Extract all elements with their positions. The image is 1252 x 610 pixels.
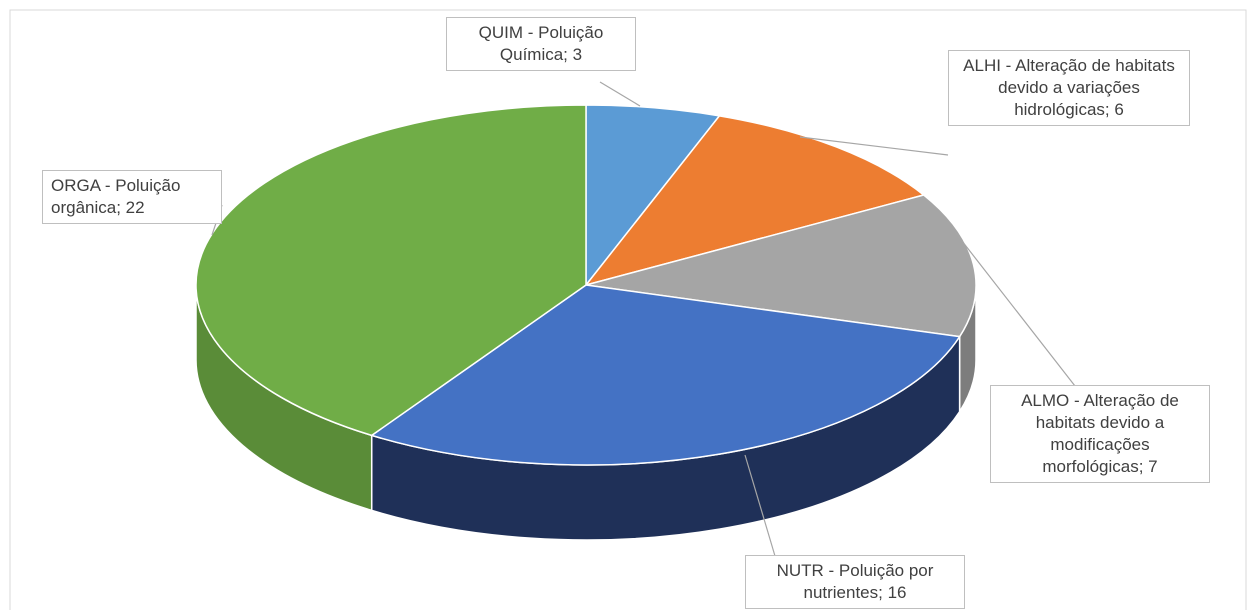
leader-line bbox=[954, 231, 1076, 387]
data-label: ORGA - Poluição orgânica; 22 bbox=[42, 170, 222, 224]
data-label: ALHI - Alteração de habitats devido a va… bbox=[948, 50, 1190, 126]
chart-frame bbox=[9, 9, 1247, 610]
pie-slice bbox=[584, 115, 926, 287]
data-label: NUTR - Poluição por nutrientes; 16 bbox=[745, 555, 965, 609]
pie-slice bbox=[369, 284, 961, 466]
leader-line bbox=[744, 454, 776, 557]
data-label: QUIM - Poluição Química; 3 bbox=[446, 17, 636, 71]
pie-slice bbox=[585, 194, 977, 338]
leader-line bbox=[799, 136, 949, 156]
data-label: ALMO - Alteração de habitats devido a mo… bbox=[990, 385, 1210, 483]
pie-slice bbox=[585, 104, 721, 288]
leader-line bbox=[599, 81, 641, 107]
